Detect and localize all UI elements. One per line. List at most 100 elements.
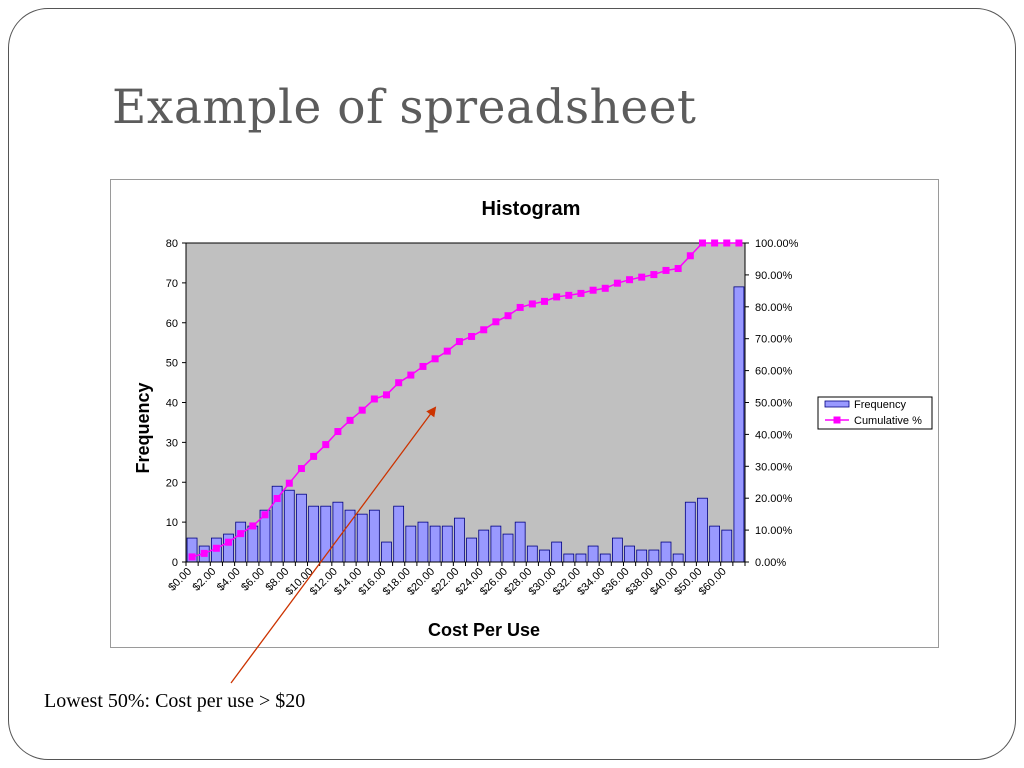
x-tick-label: $0.00: [166, 566, 194, 594]
frequency-bar: [247, 525, 259, 563]
cumulative-marker: [662, 266, 670, 274]
cumulative-marker: [528, 300, 536, 308]
cumulative-marker: [346, 416, 354, 424]
frequency-bar: [417, 521, 429, 563]
frequency-bar: [405, 525, 417, 563]
y2-tick-label: 0.00%: [755, 557, 786, 569]
cumulative-marker: [383, 391, 391, 399]
frequency-bar: [672, 553, 684, 563]
frequency-bar: [393, 505, 405, 563]
frequency-bar: [599, 553, 611, 563]
y2-tick-label: 60.00%: [755, 366, 793, 378]
x-tick-label: $4.00: [215, 566, 243, 594]
y-tick-label: 30: [166, 437, 178, 449]
frequency-bar: [587, 545, 599, 563]
cumulative-marker: [480, 326, 488, 334]
legend-frequency-label: Frequency: [854, 399, 906, 411]
legend: Frequency Cumulative %: [817, 396, 933, 430]
y2-tick-label: 20.00%: [755, 493, 793, 505]
legend-cumulative-swatch-marker: [833, 416, 841, 424]
cumulative-marker: [711, 239, 719, 247]
cumulative-marker: [735, 239, 743, 247]
cumulative-marker: [638, 273, 646, 281]
cumulative-marker: [443, 347, 451, 355]
frequency-bar: [356, 513, 368, 563]
cumulative-marker: [370, 395, 378, 403]
frequency-bar: [478, 529, 490, 563]
y-tick-label: 20: [166, 477, 178, 489]
cumulative-marker: [504, 312, 512, 320]
histogram-chart: Histogram 0 10 20 30 40 50 60 70 80 0.00% 10.00% 2…: [133, 198, 933, 640]
cumulative-marker: [297, 465, 305, 473]
legend-frequency-swatch: [824, 400, 850, 408]
y-axis-title: Frequency: [133, 382, 153, 473]
frequency-bar: [502, 533, 514, 563]
y2-tick-label: 50.00%: [755, 398, 793, 410]
cumulative-marker: [200, 549, 208, 557]
cumulative-marker: [188, 553, 196, 561]
cumulative-marker: [589, 286, 597, 294]
frequency-bar: [454, 517, 465, 563]
cumulative-marker: [225, 538, 233, 546]
y-tick-label: 50: [166, 358, 178, 370]
cumulative-marker: [212, 544, 220, 552]
cumulative-marker: [698, 239, 706, 247]
y2-tick-label: 90.00%: [755, 270, 793, 282]
slide-title: Example of spreadsheet: [112, 80, 697, 135]
cumulative-marker: [419, 362, 427, 370]
y-tick-label: 70: [166, 278, 178, 290]
cumulative-marker: [577, 289, 585, 297]
y-axis-left: 0 10 20 30 40 50 60 70 80: [166, 238, 187, 569]
y-axis-right: 0.00% 10.00% 20.00% 30.00% 40.00% 50.00% 60.00…: [744, 238, 799, 569]
frequency-bar: [648, 549, 660, 563]
chart-title: Histogram: [482, 198, 581, 220]
cumulative-marker: [723, 239, 731, 247]
y-tick-label: 60: [166, 318, 178, 330]
frequency-bar: [526, 545, 538, 563]
frequency-bar: [709, 525, 721, 563]
cumulative-marker: [565, 291, 573, 299]
frequency-bar: [660, 541, 672, 563]
cumulative-marker: [686, 252, 694, 260]
cumulative-marker: [553, 293, 561, 301]
cumulative-marker: [237, 530, 245, 538]
annotation-text: Lowest 50%: Cost per use > $20: [44, 690, 306, 712]
y-tick-label: 40: [166, 398, 178, 410]
frequency-bar: [235, 521, 247, 563]
cumulative-marker: [334, 428, 342, 436]
frequency-bar: [636, 549, 648, 563]
x-tick-label: $6.00: [239, 566, 267, 594]
cumulative-marker: [395, 379, 403, 387]
y2-tick-label: 10.00%: [755, 525, 793, 537]
legend-cumulative-label: Cumulative %: [854, 415, 922, 427]
frequency-bar: [320, 505, 332, 563]
x-axis: $0.00$2.00$4.00$6.00$8.00$10.00$12.00$14…: [166, 561, 746, 598]
frequency-bar: [624, 545, 635, 563]
frequency-bar: [563, 553, 575, 563]
cumulative-marker: [249, 522, 257, 530]
cumulative-marker: [650, 271, 658, 279]
cumulative-marker: [358, 406, 366, 414]
cumulative-marker: [674, 265, 682, 273]
frequency-bar: [551, 541, 563, 563]
cumulative-marker: [601, 284, 609, 292]
frequency-bar: [308, 505, 319, 563]
cumulative-marker: [516, 303, 524, 311]
x-tick-label: $60.00: [697, 566, 729, 598]
frequency-bar: [684, 501, 696, 563]
frequency-bar: [344, 509, 356, 563]
cumulative-marker: [455, 338, 463, 346]
frequency-bar: [296, 493, 307, 563]
cumulative-marker: [407, 371, 415, 379]
frequency-bar: [697, 497, 708, 563]
y2-tick-label: 100.00%: [755, 238, 799, 250]
cumulative-marker: [468, 332, 476, 340]
y-tick-label: 80: [166, 238, 178, 250]
cumulative-marker: [431, 355, 439, 363]
cumulative-marker: [626, 276, 634, 284]
frequency-bar: [539, 549, 550, 563]
y2-tick-label: 70.00%: [755, 334, 793, 346]
y-tick-label: 0: [172, 557, 178, 569]
frequency-bar: [733, 286, 745, 563]
y2-tick-label: 80.00%: [755, 302, 793, 314]
